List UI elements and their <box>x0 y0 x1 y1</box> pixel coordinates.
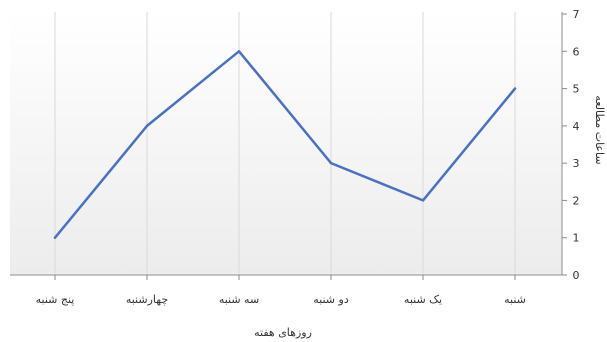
data-point <box>329 161 333 165</box>
x-tick-labels: پنج شنبه چهارشنبه سه شنبه دو شنبه یک شنبه شنب… <box>36 293 526 306</box>
plot-area <box>10 12 562 275</box>
y-axis-title: ساعات مطالعه <box>593 95 606 164</box>
data-point <box>421 199 425 202</box>
y-tick-label: 0 <box>573 269 580 282</box>
y-tick-labels: 0 1 2 3 4 5 6 7 <box>573 8 580 282</box>
y-tick-label: 6 <box>573 45 580 58</box>
x-tick-label: چهارشنبه <box>126 293 168 306</box>
y-tick-label: 1 <box>573 232 580 245</box>
y-tick-label: 3 <box>573 157 580 170</box>
x-tick-label: دو شنبه <box>313 293 349 306</box>
x-tick-label: یک شنبه <box>404 293 442 306</box>
series-line <box>53 50 517 239</box>
x-axis-title: روزهای هفته <box>254 326 312 339</box>
gridlines <box>54 12 516 275</box>
data-point <box>237 50 241 53</box>
data-point <box>53 236 57 239</box>
data-point <box>145 124 149 128</box>
y-tick-label: 4 <box>573 120 580 133</box>
series-line-group <box>53 50 517 239</box>
x-tick-label: شنبه <box>504 293 526 306</box>
x-tick-label: پنج شنبه <box>36 293 75 306</box>
axes <box>10 12 567 280</box>
y-tick-label: 5 <box>573 83 580 96</box>
y-tick-label: 7 <box>573 8 580 21</box>
y-tick-label: 2 <box>573 194 580 207</box>
x-tick-label: سه شنبه <box>219 293 259 306</box>
data-point <box>513 87 517 90</box>
